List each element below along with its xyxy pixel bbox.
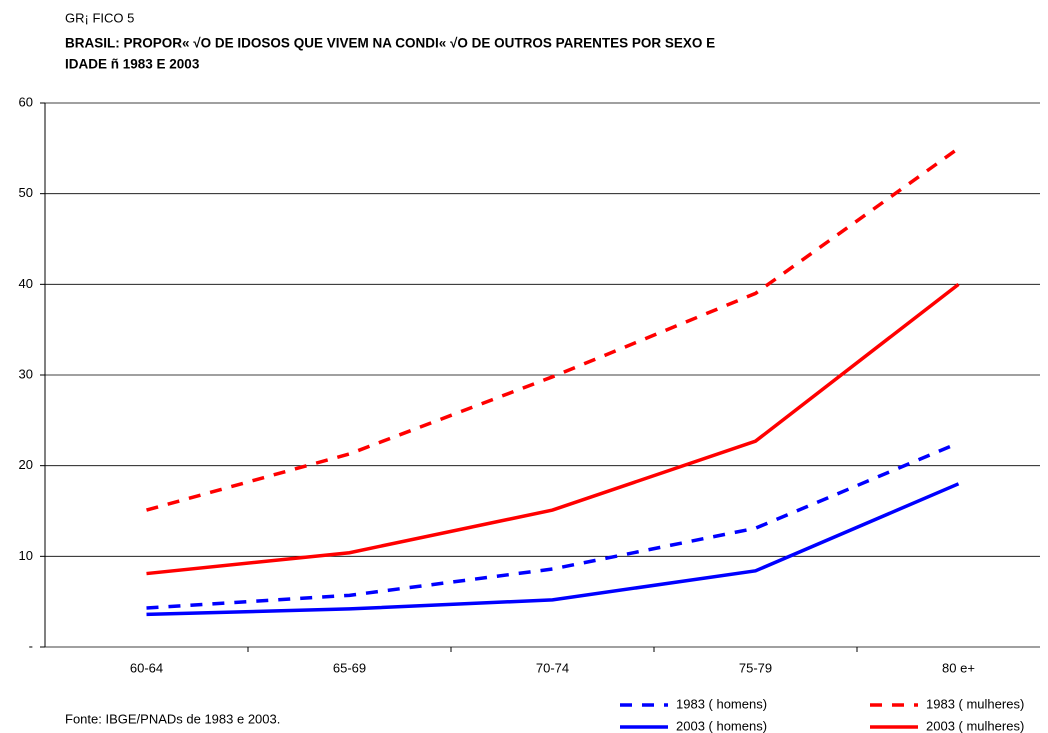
series-line [146,146,960,512]
x-tick-label: 60-64 [130,660,163,675]
chart-title: IDADE ñ 1983 E 2003 [65,57,200,72]
y-tick-label: 50 [19,185,33,200]
x-tick-label: 70-74 [536,660,569,675]
series-line [146,441,960,610]
legend-label: 2003 ( mulheres) [926,718,1024,733]
y-tick-label: 40 [19,276,33,291]
x-tick-label: 65-69 [333,660,366,675]
y-tick-label: 30 [19,366,33,381]
y-tick-label: 20 [19,457,33,472]
x-tick-label: 80 e+ [942,660,975,675]
y-tick-label: 10 [19,548,33,563]
series-line [146,482,960,617]
legend-label: 2003 ( homens) [676,718,767,733]
legend-label: 1983 ( mulheres) [926,696,1024,711]
y-tick-label: 60 [19,94,33,109]
legend-label: 1983 ( homens) [676,696,767,711]
y-tick-label: - [29,638,33,653]
series-line [146,282,960,576]
chart-title: BRASIL: PROPOR« √O DE IDOSOS QUE VIVEM N… [65,36,715,51]
chart-label: GR¡ FICO 5 [65,10,134,25]
x-tick-label: 75-79 [739,660,772,675]
source: Fonte: IBGE/PNADs de 1983 e 2003. [65,711,280,726]
